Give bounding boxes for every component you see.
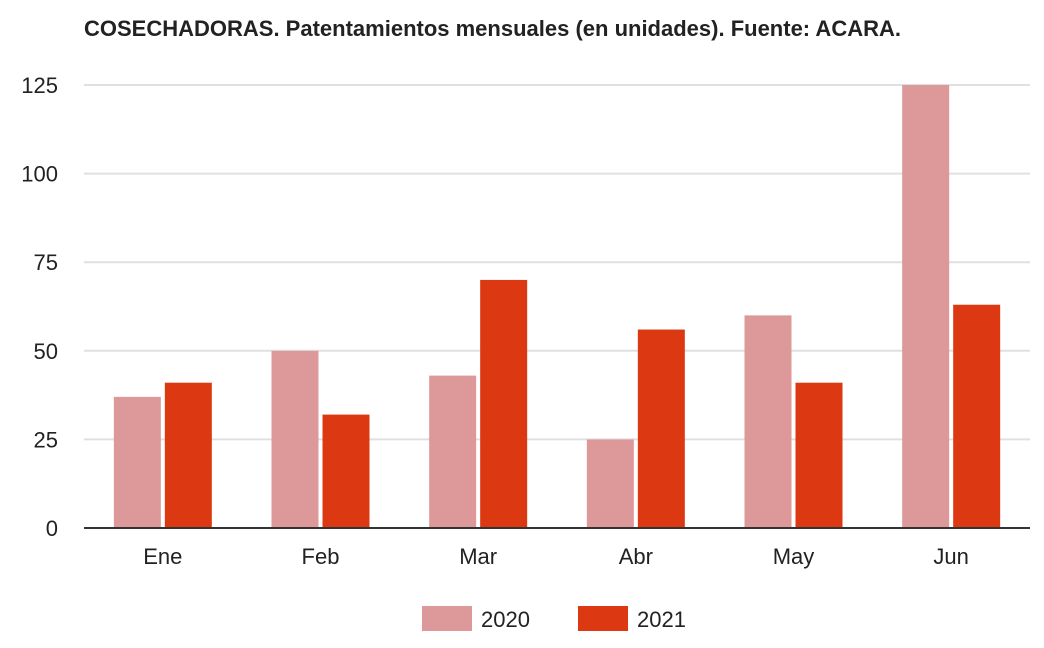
bar-2020-Feb	[271, 350, 319, 528]
bar-2021-Abr	[637, 329, 685, 528]
legend-label: 2020	[481, 607, 530, 632]
legend-label: 2021	[637, 607, 686, 632]
y-tick-label: 100	[21, 162, 58, 187]
bar-2020-Jun	[902, 85, 950, 528]
bar-2021-May	[795, 382, 843, 528]
x-tick-label: Feb	[302, 544, 340, 569]
bar-2020-Mar	[429, 375, 477, 528]
bar-2021-Mar	[480, 279, 528, 528]
bar-2021-Ene	[164, 382, 212, 528]
x-tick-label: May	[773, 544, 815, 569]
y-tick-label: 125	[21, 73, 58, 98]
y-tick-label: 75	[34, 250, 58, 275]
x-tick-label: Ene	[143, 544, 182, 569]
x-tick-label: Abr	[619, 544, 653, 569]
bar-2020-Abr	[586, 439, 634, 528]
bar-2021-Jun	[953, 304, 1001, 528]
bar-2020-May	[744, 315, 792, 528]
bar-2020-Ene	[113, 396, 161, 528]
legend-swatch-2020	[422, 606, 472, 631]
bar-2021-Feb	[322, 414, 370, 528]
x-tick-label: Mar	[459, 544, 497, 569]
y-tick-label: 50	[34, 339, 58, 364]
x-tick-label: Jun	[933, 544, 968, 569]
legend-swatch-2021	[578, 606, 628, 631]
y-tick-label: 25	[34, 427, 58, 452]
y-tick-label: 0	[46, 516, 58, 541]
chart-title: COSECHADORAS. Patentamientos mensuales (…	[84, 16, 901, 41]
